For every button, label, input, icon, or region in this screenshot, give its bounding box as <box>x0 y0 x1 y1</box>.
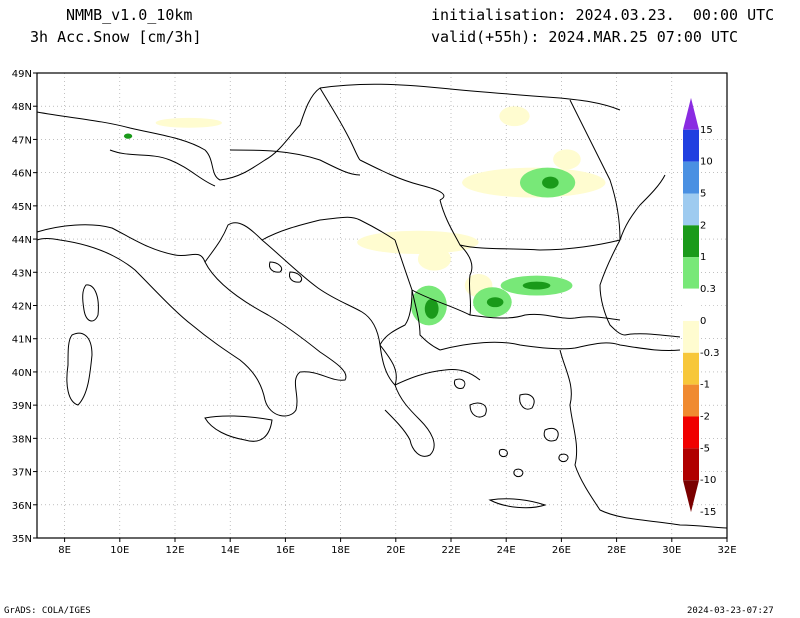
lat-label: 35N <box>12 534 32 545</box>
longitude-labels: 8E 10E 12E 14E 16E 18E 20E 22E 24E 26E 28E 30E 32E <box>58 538 737 556</box>
init-time: initialisation: 2024.03.23. 00:00 UTC <box>431 6 775 24</box>
lat-label: 40N <box>12 368 32 379</box>
colorbar-box <box>683 448 699 481</box>
colorbar-label: 2 <box>700 220 706 231</box>
colorbar-label: -10 <box>700 475 716 486</box>
lon-label: 12E <box>165 545 184 556</box>
colorbar-label: -1 <box>700 380 710 391</box>
colorbar-legend: 15 10 5 2 1 0.3 0 -0.3 -1 -2 -5 -10 -15 <box>682 97 720 518</box>
lon-label: 20E <box>386 545 405 556</box>
colorbar-label: -2 <box>700 412 710 423</box>
colorbar-box <box>683 225 699 258</box>
lon-label: 30E <box>662 545 681 556</box>
lon-label: 32E <box>717 545 736 556</box>
colorbar-box <box>683 384 699 417</box>
snow-area-heavy <box>123 133 133 139</box>
variable-title: 3h Acc.Snow [cm/3h] <box>30 28 202 46</box>
snow-area-light <box>417 247 451 271</box>
colorbar-box <box>683 161 699 194</box>
render-timestamp: 2024-03-23-07:27 <box>687 606 774 616</box>
colorbar-label: 5 <box>700 189 706 200</box>
grads-credit: GrADS: COLA/IGES <box>4 606 91 616</box>
colorbar-label: 0 <box>700 316 706 327</box>
lat-label: 49N <box>12 69 32 80</box>
lat-label: 46N <box>12 169 32 180</box>
latitude-labels: 49N 48N 47N 46N 45N 44N 43N 42N 41N 40N 39N 38N 37N 3… <box>12 69 37 545</box>
lon-label: 28E <box>607 545 626 556</box>
colorbar-label: 15 <box>700 125 713 136</box>
lat-label: 44N <box>12 235 32 246</box>
lon-label: 24E <box>497 545 516 556</box>
colorbar-box <box>683 129 699 162</box>
colorbar-tip-top <box>683 97 699 130</box>
snow-area-heavy <box>542 176 559 189</box>
lat-label: 48N <box>12 102 32 113</box>
valid-time: valid(+55h): 2024.MAR.25 07:00 UTC <box>431 28 739 46</box>
lat-label: 42N <box>12 302 32 313</box>
colorbar-box <box>683 320 699 353</box>
colorbar-label: -0.3 <box>700 348 720 359</box>
lon-label: 26E <box>552 545 571 556</box>
colorbar-tip-bottom <box>683 480 699 513</box>
lat-label: 38N <box>12 434 32 445</box>
colorbar-labels: 15 10 5 2 1 0.3 0 -0.3 -1 -2 -5 -10 -15 <box>700 125 720 518</box>
lon-label: 8E <box>58 545 71 556</box>
colorbar-box <box>683 193 699 226</box>
coastlines-borders <box>36 83 728 529</box>
colorbar-label: 1 <box>700 252 706 263</box>
colorbar-box <box>682 288 700 322</box>
snow-area-light <box>155 117 222 128</box>
lat-label: 41N <box>12 335 32 346</box>
lon-label: 16E <box>276 545 295 556</box>
lat-label: 47N <box>12 135 32 146</box>
snow-area-light <box>553 149 581 170</box>
colorbar-box <box>683 352 699 385</box>
lon-label: 18E <box>331 545 350 556</box>
colorbar-label: -5 <box>700 443 710 454</box>
snow-area-heavy <box>486 297 504 308</box>
lat-label: 45N <box>12 202 32 213</box>
snow-area-heavy <box>424 298 439 319</box>
lon-label: 10E <box>110 545 129 556</box>
snow-area-light <box>499 106 530 127</box>
snow-area-light <box>357 230 479 255</box>
colorbar-box <box>683 257 699 290</box>
lon-label: 14E <box>221 545 240 556</box>
lat-label: 36N <box>12 501 32 512</box>
colorbar-label: -15 <box>700 507 716 518</box>
lat-label: 37N <box>12 468 32 479</box>
lon-label: 22E <box>441 545 460 556</box>
lat-lon-grid <box>37 73 727 538</box>
lat-label: 39N <box>12 401 32 412</box>
colorbar-boxes <box>682 97 700 513</box>
snow-fields <box>123 106 606 326</box>
basemap: 49N 48N 47N 46N 45N 44N 43N 42N 41N 40N 39N 38N 37N 3… <box>12 69 737 556</box>
colorbar-label: 0.3 <box>700 284 716 295</box>
model-title: NMMB_v1.0_10km <box>66 6 193 24</box>
colorbar-box <box>683 416 699 449</box>
colorbar-label: 10 <box>700 157 713 168</box>
snow-area-heavy <box>522 281 551 290</box>
lat-label: 43N <box>12 268 32 279</box>
